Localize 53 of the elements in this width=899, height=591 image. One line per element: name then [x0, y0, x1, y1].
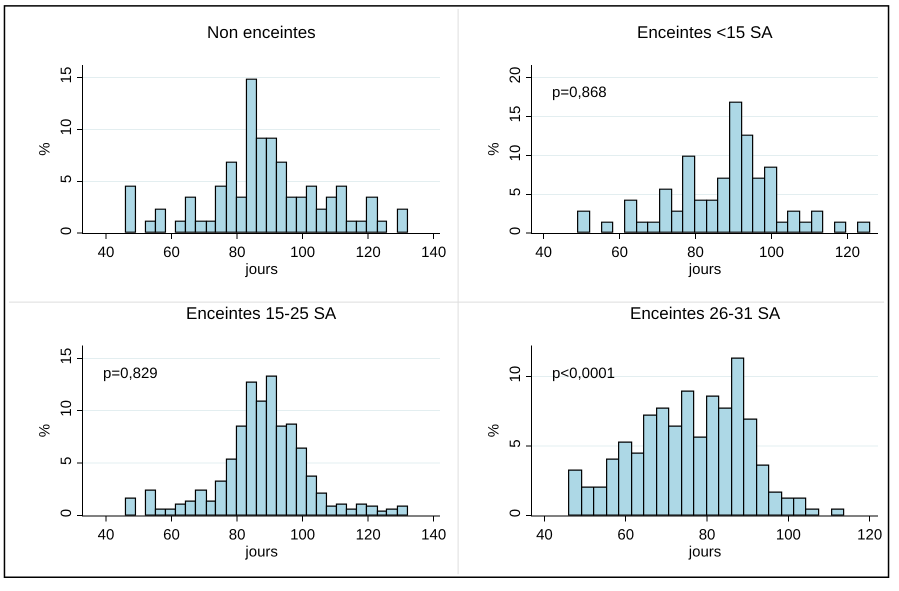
- x-tick-label: 100: [758, 244, 784, 262]
- x-tick-label: 40: [535, 244, 552, 262]
- x-axis-title: jours: [688, 261, 722, 278]
- x-axis-title: jours: [688, 543, 722, 560]
- y-tick-label: 0: [58, 508, 76, 518]
- x-tick-label: 60: [617, 526, 634, 544]
- y-tick-label: 0: [507, 226, 524, 236]
- x-tick-label: 120: [834, 244, 860, 262]
- x-tick-label: 140: [421, 244, 446, 262]
- chart-title: Enceintes <15 SA: [637, 23, 774, 42]
- x-tick-label: 80: [228, 244, 246, 262]
- y-tick-label: 20: [507, 66, 524, 84]
- y-tick-label: 0: [507, 508, 524, 518]
- x-tick-label: 60: [163, 244, 180, 262]
- x-tick-label: 60: [611, 244, 628, 262]
- x-tick-label: 80: [228, 526, 246, 544]
- y-tick-label: 15: [58, 348, 76, 364]
- x-axis-title: jours: [244, 261, 278, 278]
- chart-title: Enceintes 15-25 SA: [186, 304, 337, 323]
- x-tick-label: 140: [421, 526, 446, 544]
- y-tick-label: 10: [507, 144, 524, 162]
- y-tick-label: 5: [58, 174, 76, 184]
- y-tick-label: 10: [58, 118, 76, 136]
- y-axis-title: %: [485, 142, 502, 156]
- x-axis-title: jours: [244, 543, 278, 560]
- y-tick-label: 5: [507, 439, 524, 448]
- y-tick-label: 5: [507, 188, 524, 196]
- annotation: p=0,868: [552, 84, 607, 101]
- annotation: p=0,829: [103, 365, 158, 382]
- chart-title: Enceintes 26-31 SA: [630, 304, 781, 323]
- x-tick-label: 40: [98, 244, 114, 262]
- x-tick-label: 120: [857, 526, 882, 544]
- y-tick-label: 10: [58, 400, 76, 417]
- y-axis-title: %: [485, 424, 502, 438]
- y-tick-label: 15: [58, 66, 76, 84]
- y-tick-label: 0: [58, 226, 76, 236]
- y-tick-label: 5: [58, 456, 76, 465]
- annotation: p<0,0001: [552, 365, 615, 382]
- chart-title: Non enceintes: [207, 23, 316, 42]
- x-tick-label: 100: [776, 526, 801, 544]
- x-tick-label: 60: [163, 526, 180, 544]
- x-tick-label: 100: [290, 244, 316, 262]
- y-tick-label: 15: [507, 106, 524, 122]
- x-tick-label: 40: [98, 526, 114, 544]
- x-tick-label: 120: [356, 244, 381, 262]
- x-tick-label: 80: [698, 526, 716, 544]
- x-tick-label: 100: [290, 526, 316, 544]
- y-tick-label: 10: [507, 366, 524, 382]
- x-tick-label: 120: [356, 526, 381, 544]
- x-tick-label: 80: [687, 244, 704, 262]
- x-tick-label: 40: [536, 526, 553, 544]
- y-axis-title: %: [36, 142, 54, 156]
- y-axis-title: %: [36, 424, 54, 438]
